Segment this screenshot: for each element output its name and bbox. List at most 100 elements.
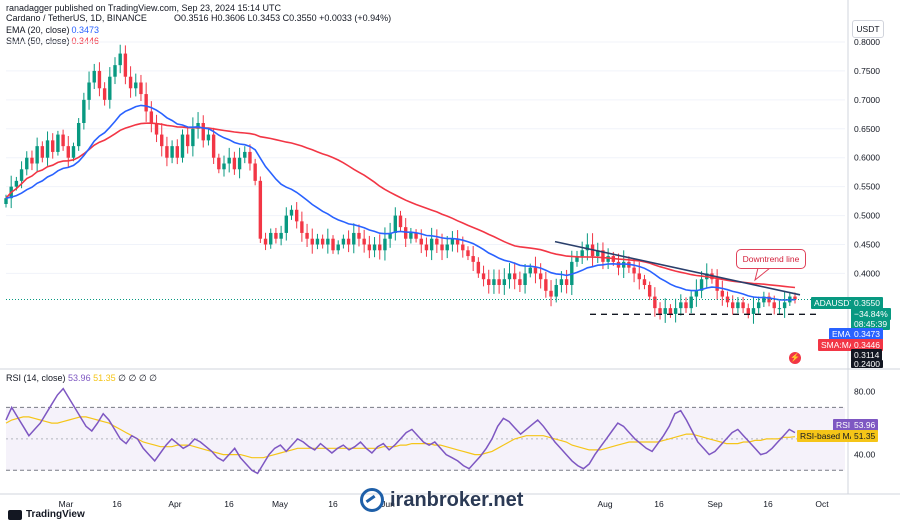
candle-body [679, 302, 683, 309]
candle-body [222, 163, 226, 170]
tradingview-logo-text: TradingView [26, 509, 85, 520]
ohlc-readout: O0.3516 H0.3606 L0.3453 C0.3550 +0.0033 … [174, 13, 392, 23]
candle-body [663, 308, 667, 314]
candle-body [580, 250, 584, 257]
candle-body [82, 99, 86, 123]
candle-body [559, 279, 564, 285]
candle-body [642, 279, 647, 285]
price-tag: 0.3550 [851, 297, 883, 309]
candle-body [673, 308, 678, 314]
candle-body [461, 244, 465, 251]
candle-body [108, 76, 112, 100]
ema-legend-value: 0.3473 [71, 25, 100, 35]
candle-body [341, 238, 346, 245]
instrument-title: Cardano / TetherUS, 1D, BINANCE [6, 13, 147, 23]
candle-body [87, 82, 91, 100]
ema-tag-label: EMA [829, 328, 854, 340]
rsi-legend-label: RSI (14, close) [6, 373, 66, 383]
candle-body [274, 232, 278, 239]
candle-body [367, 244, 372, 251]
candle-body [66, 146, 70, 158]
candle-body [326, 238, 330, 245]
sma50-line [5, 122, 796, 289]
time-axis-label: Aug [597, 499, 612, 509]
candle-body [56, 134, 60, 152]
candle-body [533, 267, 538, 274]
candle-body [232, 157, 237, 170]
candle-body [476, 261, 481, 274]
candle-body [507, 273, 512, 280]
candle-body [357, 232, 361, 239]
time-axis-label: 16 [224, 499, 234, 509]
tradingview-logo[interactable]: TradingView [8, 509, 85, 520]
candle-body [502, 279, 507, 285]
candle-body [450, 238, 455, 245]
candle-body [606, 256, 610, 262]
annotation-pointer [754, 267, 772, 282]
rsi-legend[interactable]: RSI (14, close) 53.96 51.35 ∅ ∅ ∅ ∅ [6, 373, 157, 384]
candle-body [372, 244, 377, 251]
candle-body [772, 302, 776, 309]
candle-body [45, 140, 50, 158]
ema20-line [5, 104, 795, 301]
candle-body [144, 94, 148, 112]
published-line: ranadagger published on TradingView.com,… [6, 3, 282, 13]
candle-body [320, 238, 325, 245]
time-axis-label: Apr [168, 499, 181, 509]
candle-body [658, 308, 662, 314]
candle-body [201, 123, 205, 141]
candle-body [35, 146, 39, 164]
candle-body [554, 285, 558, 297]
candle-body [419, 238, 423, 245]
price-axis-label: 0.8000 [854, 37, 880, 47]
rsi-legend-value: 53.96 [68, 373, 91, 383]
candle-body [741, 302, 745, 309]
candle-body [725, 296, 730, 303]
low-tag: 0.2400 [851, 360, 883, 368]
candle-body [731, 302, 735, 309]
price-axis-label: 0.7500 [854, 66, 880, 76]
rsi-tag-label: RSI [833, 419, 854, 431]
symbol-tag: ADAUSDT [811, 297, 858, 309]
candle-body [601, 250, 605, 262]
candle-body [294, 209, 299, 222]
candle-body [544, 279, 548, 291]
price-axis-label: 0.5500 [854, 182, 880, 192]
candle-body [92, 70, 96, 83]
candle-body [512, 273, 517, 280]
candle-body [647, 285, 652, 297]
candle-body [346, 238, 351, 245]
currency-button[interactable]: USDT [852, 20, 884, 38]
candle-body [756, 302, 761, 309]
alert-icon[interactable]: ⚡ [789, 352, 801, 364]
candle-body [154, 123, 159, 135]
downtrend-line [554, 240, 801, 296]
candle-body [487, 279, 491, 285]
candle-body [668, 308, 673, 314]
candle-body [258, 180, 263, 239]
candle-body [263, 238, 268, 245]
candle-body [575, 256, 579, 262]
ema-legend[interactable]: EMA (20, close) 0.3473 [6, 25, 99, 35]
candle-body [793, 296, 797, 300]
rsi-ma-tag-label: RSI-based MA [797, 430, 859, 442]
time-axis-label: 16 [654, 499, 664, 509]
candle-body [596, 250, 600, 257]
candle-body [336, 244, 340, 251]
instrument-title-text: Cardano / TetherUS, 1D, BINANCE [6, 13, 147, 23]
countdown-tag: 08:45:39 [851, 318, 891, 330]
candle-body [227, 157, 231, 164]
candle-body [689, 296, 693, 309]
candle-body [253, 163, 257, 181]
sma-legend-value: 0.3446 [71, 36, 100, 46]
candle-body [440, 244, 444, 251]
candle-body [170, 146, 174, 158]
time-axis-label: May [272, 499, 289, 509]
sma-tag-label: SMA:MA [818, 339, 858, 351]
sma-legend[interactable]: SMA (50, close) 0.3446 [6, 36, 99, 46]
candle-body [653, 296, 657, 309]
candle-body [393, 215, 398, 233]
candle-body [492, 279, 496, 285]
candle-body [279, 232, 283, 239]
